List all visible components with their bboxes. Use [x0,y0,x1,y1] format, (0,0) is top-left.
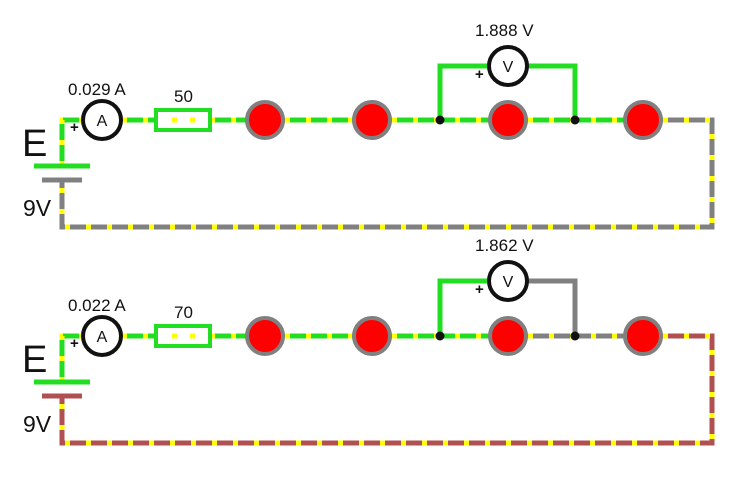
circuit-1-voltmeter-plus: + [475,66,484,83]
circuit-1-junction-left [435,115,445,125]
circuit-2-junction-left [435,331,445,341]
circuit-1-wires [59,63,715,230]
circuit-2-battery-label: E [22,339,47,381]
circuit-1-bulb-1 [245,100,285,140]
circuit-1-ammeter-symbol: A [97,113,108,130]
circuit-2: E 9V A + 0.022 A 70 V + 1.862 V [22,236,715,446]
circuit-1-junction-right [570,115,580,125]
circuit-1-voltmeter-left-lead [437,63,491,123]
circuit-1-current-dashes [59,117,715,230]
circuit-1-voltmeter: V [487,45,529,87]
circuit-2-bulb4-to-return-wire [660,333,715,446]
circuit-2-current-dashes [59,333,715,446]
circuit-1-battery-voltage: 9V [23,195,52,221]
circuit-2-ammeter: A [81,315,123,357]
circuit-1-ammeter-plus: + [70,119,79,136]
circuit-1-return-wire [59,177,715,230]
circuit-1-voltmeter-right-lead [525,63,578,123]
circuit-1-bulb4-to-return-wire [660,117,715,230]
circuit-2-bulb-2 [352,316,392,356]
circuit-1-ammeter: A [81,99,123,141]
circuit-2-bulb-4 [623,316,663,356]
circuit-2-voltmeter-reading: 1.862 V [475,236,534,255]
circuit-1-bulb-2 [352,100,392,140]
circuit-2-bulb-3 [488,316,528,356]
circuit-2-ammeter-plus: + [70,335,79,352]
circuit-1: E 9V A + 0.029 A 50 V + 1.888 V [22,21,715,230]
circuit-2-ammeter-reading: 0.022 A [68,296,126,315]
circuit-1-battery-label: E [22,123,47,165]
circuit-2-resistor-value: 70 [174,303,193,322]
circuit-1-voltmeter-symbol: V [503,59,514,76]
circuit-2-junction-right [570,331,580,341]
circuit-1-resistor [154,108,212,132]
circuit-2-voltmeter-plus: + [475,281,484,298]
circuit-2-battery [34,379,90,399]
circuit-1-bulb-3 [488,100,528,140]
circuit-2-wires [59,278,715,446]
circuit-1-voltmeter-reading: 1.888 V [475,21,534,40]
circuit-2-ammeter-symbol: A [97,329,108,346]
circuit-2-battery-voltage: 9V [23,411,52,437]
circuit-1-resistor-value: 50 [174,87,193,106]
circuit-2-resistor [154,324,212,348]
circuit-1-ammeter-reading: 0.029 A [68,80,126,99]
circuit-2-voltmeter-right-lead [525,278,578,339]
circuit-2-bulb-1 [245,316,285,356]
circuit-1-battery [34,163,90,183]
circuit-1-bulb-4 [623,100,663,140]
circuit-2-voltmeter: V [487,260,529,302]
circuit-2-voltmeter-left-lead [437,278,491,339]
circuit-2-voltmeter-symbol: V [503,274,514,291]
circuit-2-return-wire [59,393,715,446]
